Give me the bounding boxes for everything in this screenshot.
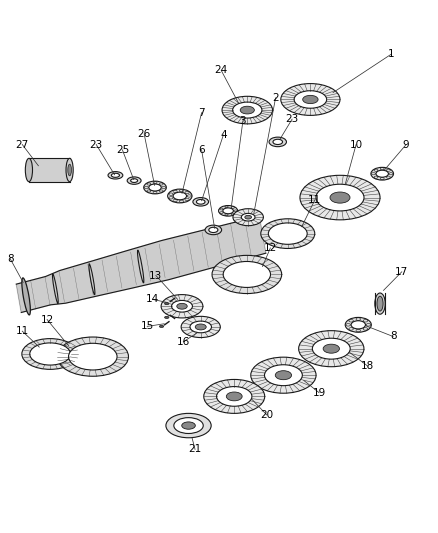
Ellipse shape [159, 325, 164, 327]
Ellipse shape [377, 296, 383, 311]
Text: 12: 12 [264, 243, 277, 253]
Ellipse shape [330, 192, 350, 203]
Text: 10: 10 [350, 140, 363, 150]
Text: 6: 6 [198, 145, 205, 155]
Ellipse shape [376, 170, 389, 177]
Ellipse shape [275, 370, 292, 379]
Ellipse shape [212, 255, 282, 294]
Ellipse shape [268, 223, 307, 244]
Text: 8: 8 [390, 332, 396, 342]
Ellipse shape [174, 418, 203, 433]
Ellipse shape [269, 137, 286, 147]
Ellipse shape [177, 303, 187, 309]
Text: 26: 26 [138, 129, 151, 139]
Ellipse shape [233, 102, 262, 118]
Ellipse shape [165, 303, 169, 305]
Ellipse shape [222, 96, 272, 124]
Ellipse shape [22, 278, 30, 315]
Ellipse shape [190, 321, 212, 333]
Text: 25: 25 [116, 145, 129, 155]
Ellipse shape [30, 343, 71, 365]
Polygon shape [16, 216, 266, 312]
Ellipse shape [57, 337, 128, 376]
Ellipse shape [182, 422, 195, 429]
Ellipse shape [108, 172, 123, 179]
Ellipse shape [226, 392, 242, 401]
Text: 13: 13 [149, 271, 162, 280]
Ellipse shape [195, 324, 206, 330]
Ellipse shape [173, 192, 187, 200]
Text: 1: 1 [388, 50, 394, 59]
Ellipse shape [68, 343, 117, 370]
Text: 23: 23 [286, 114, 299, 124]
Ellipse shape [127, 177, 141, 184]
Ellipse shape [161, 295, 203, 318]
Ellipse shape [323, 344, 339, 353]
Ellipse shape [351, 321, 365, 329]
Text: 20: 20 [260, 410, 273, 420]
Ellipse shape [209, 227, 218, 232]
Ellipse shape [144, 181, 166, 194]
Ellipse shape [131, 179, 138, 182]
Ellipse shape [299, 330, 364, 367]
Ellipse shape [371, 167, 393, 180]
Ellipse shape [25, 158, 32, 182]
Text: 21: 21 [188, 445, 201, 455]
Ellipse shape [345, 317, 371, 332]
Ellipse shape [216, 386, 252, 406]
Ellipse shape [261, 219, 315, 248]
Text: 18: 18 [361, 361, 374, 371]
Text: 2: 2 [272, 93, 279, 103]
Text: 16: 16 [177, 337, 190, 347]
Ellipse shape [166, 414, 211, 438]
Text: 3: 3 [240, 116, 246, 126]
Text: 19: 19 [312, 387, 326, 398]
Text: 12: 12 [40, 314, 54, 325]
Ellipse shape [205, 225, 222, 235]
FancyBboxPatch shape [29, 158, 70, 182]
Ellipse shape [241, 213, 255, 221]
Ellipse shape [312, 338, 350, 359]
Text: 17: 17 [395, 267, 408, 277]
Text: 11: 11 [308, 195, 321, 205]
Ellipse shape [281, 84, 340, 115]
Ellipse shape [303, 95, 318, 103]
Ellipse shape [22, 338, 78, 369]
Text: 15: 15 [141, 321, 154, 332]
Ellipse shape [240, 106, 254, 114]
Ellipse shape [251, 357, 316, 393]
Ellipse shape [265, 365, 302, 386]
Text: 27: 27 [16, 140, 29, 150]
Text: 23: 23 [90, 140, 103, 150]
Ellipse shape [223, 208, 233, 214]
Ellipse shape [68, 164, 71, 176]
Ellipse shape [149, 184, 161, 191]
Text: 4: 4 [220, 130, 226, 140]
Ellipse shape [294, 91, 327, 108]
Text: 11: 11 [16, 326, 29, 336]
Ellipse shape [219, 206, 238, 216]
Ellipse shape [168, 189, 192, 203]
Ellipse shape [316, 184, 364, 211]
Ellipse shape [196, 199, 205, 204]
Ellipse shape [273, 139, 283, 144]
Text: 9: 9 [403, 140, 410, 150]
Text: 7: 7 [198, 108, 205, 118]
Ellipse shape [245, 215, 251, 219]
Ellipse shape [223, 262, 271, 287]
Text: 24: 24 [215, 66, 228, 75]
Text: 8: 8 [7, 254, 14, 263]
Text: 14: 14 [146, 294, 159, 304]
Ellipse shape [204, 379, 265, 414]
Ellipse shape [193, 198, 208, 206]
Ellipse shape [111, 173, 120, 177]
Ellipse shape [172, 301, 192, 312]
Ellipse shape [66, 158, 73, 182]
Ellipse shape [300, 175, 380, 220]
Ellipse shape [165, 317, 169, 318]
Ellipse shape [375, 293, 385, 314]
Ellipse shape [181, 317, 220, 337]
Ellipse shape [233, 209, 263, 225]
